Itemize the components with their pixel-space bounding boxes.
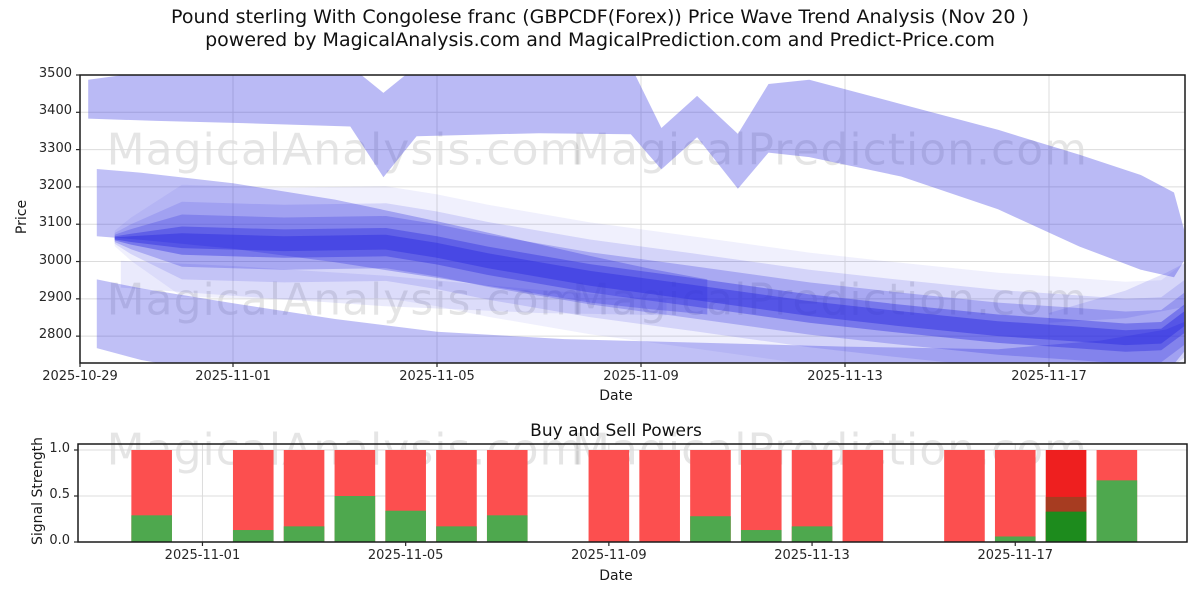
- top-y-tick-label: 3300: [38, 140, 72, 156]
- buy-bar: [436, 526, 477, 542]
- top-y-tick-label: 2900: [38, 289, 72, 305]
- top-y-tick-label: 3000: [38, 252, 72, 268]
- bottom-x-tick-label: 2025-11-05: [367, 548, 444, 563]
- bottom-date-axis-label: Date: [599, 568, 633, 584]
- top-tick-marks: [76, 74, 1050, 367]
- buy-bar: [791, 526, 833, 542]
- buy-bar: [994, 536, 1036, 542]
- buy-bar: [740, 530, 782, 542]
- bottom-x-tick-label: 2025-11-09: [571, 548, 647, 563]
- bottom-tick-marks: [74, 449, 1016, 546]
- top-x-tick-label: 2025-10-29: [42, 369, 118, 384]
- bottom-x-tick-label: 2025-11-13: [774, 548, 850, 563]
- bottom-y-tick-label: 0.0: [49, 533, 70, 548]
- buy-sell-bars-group: [131, 450, 1138, 542]
- top-x-tick-label: 2025-11-01: [195, 369, 271, 384]
- top-x-tick-label: 2025-11-13: [807, 369, 883, 384]
- top-y-tick-label: 3200: [38, 177, 72, 193]
- top-y-tick-label: 2800: [38, 327, 72, 343]
- top-plot-border: [79, 74, 1186, 364]
- sell-bar: [944, 450, 985, 542]
- figure-title: Pound sterling With Congolese franc (GBP…: [0, 6, 1200, 52]
- bottom-x-tick-label: 2025-11-01: [164, 548, 241, 563]
- buy-bar: [690, 516, 731, 542]
- watermark-text: MagicalPrediction.com: [572, 274, 1088, 326]
- buy-bar: [486, 515, 528, 542]
- top-y-tick-label: 3400: [38, 103, 72, 119]
- buy-bar: [334, 496, 376, 542]
- price-bands-group: [88, 75, 1185, 363]
- watermark-text: MagicalAnalysis.com: [106, 274, 584, 326]
- buy-bar: [385, 510, 426, 542]
- sell-bar: [639, 450, 680, 542]
- top-x-tick-label: 2025-11-05: [399, 369, 475, 384]
- sell-bar: [232, 450, 274, 542]
- top-x-tick-label: 2025-11-09: [603, 369, 679, 384]
- sell-bar: [588, 450, 630, 542]
- bottom-plot-border: [77, 443, 1188, 543]
- figure-title-line2: powered by MagicalAnalysis.com and Magic…: [205, 29, 995, 51]
- top-x-tick-label: 2025-11-17: [1011, 369, 1087, 384]
- sell-bar: [740, 450, 782, 542]
- top-y-tick-label: 3100: [38, 215, 72, 231]
- figure-title-line1: Pound sterling With Congolese franc (GBP…: [171, 6, 1029, 28]
- bottom-x-tick-label: 2025-11-17: [977, 548, 1054, 563]
- top-date-axis-label: Date: [599, 388, 633, 404]
- sell-bar: [994, 450, 1036, 542]
- bottom-y-tick-label: 1.0: [49, 441, 70, 456]
- bottom-y-tick-label: 0.5: [49, 487, 70, 502]
- buy-bar: [1096, 480, 1138, 542]
- bottom-chart-title: Buy and Sell Powers: [530, 421, 702, 441]
- buy-bar: [131, 515, 172, 542]
- buy-bar: [232, 530, 274, 542]
- buy-bar: [283, 526, 325, 542]
- sell-bar: [842, 450, 884, 542]
- top-y-tick-label: 3500: [38, 66, 72, 81]
- buy-bar: [1045, 511, 1087, 542]
